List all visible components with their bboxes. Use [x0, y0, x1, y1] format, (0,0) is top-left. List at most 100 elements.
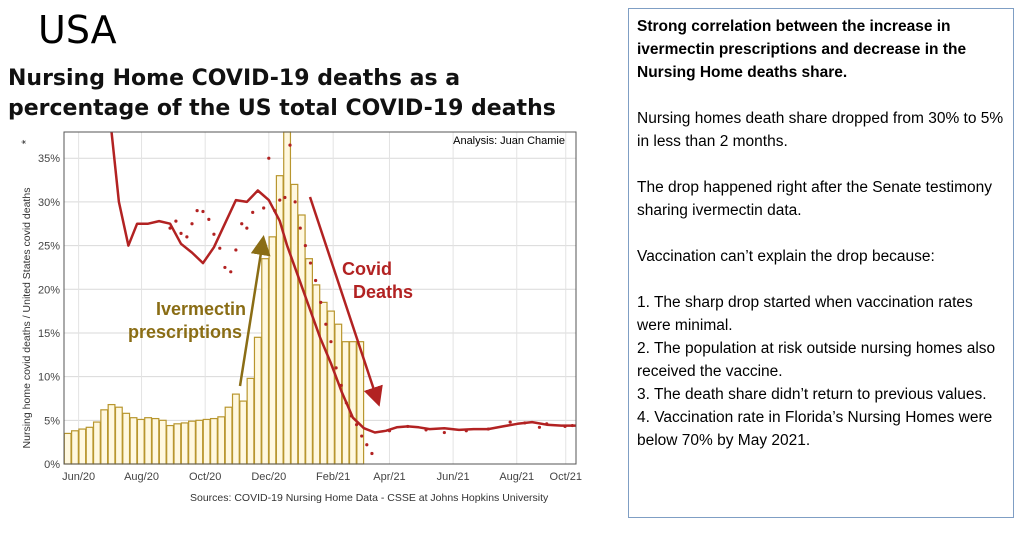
death-share-point — [329, 340, 333, 344]
chart-title: Nursing Home COVID-19 deaths as a percen… — [8, 66, 556, 121]
ivermectin-bar — [283, 131, 292, 465]
ivermectin-bar — [268, 236, 277, 465]
commentary-paragraph: Nursing homes death share dropped from 3… — [637, 110, 1004, 150]
ivermectin-bar — [253, 336, 262, 465]
death-share-point — [278, 198, 282, 202]
death-share-point — [298, 226, 302, 230]
death-share-point — [303, 243, 307, 248]
ivermectin-bar — [231, 393, 240, 465]
death-share-point — [229, 270, 233, 274]
annotation-ivermectin: Ivermectin — [156, 299, 246, 319]
ivermectin-bar — [71, 430, 79, 465]
ivermectin-bar — [356, 341, 365, 465]
ivermectin-bar — [327, 310, 335, 465]
y-tick-label: 20% — [38, 284, 60, 296]
annotation-prescriptions: prescriptions — [128, 322, 242, 342]
death-share-point — [360, 434, 364, 438]
ivermectin-bar — [180, 422, 189, 465]
y-axis-label-marker: * — [19, 139, 33, 144]
ivermectin-bar — [158, 419, 167, 465]
annotation-deaths: Deaths — [353, 282, 413, 302]
country-heading: USA — [38, 8, 117, 52]
reason-item: 4. Vaccination rate in Florida’s Nursing… — [637, 409, 993, 449]
ivermectin-bar — [217, 416, 226, 465]
reason-item: 2. The population at risk outside nursin… — [637, 340, 996, 380]
ivermectin-bar — [348, 341, 357, 465]
analysis-label: Analysis: Juan Chamie — [453, 135, 565, 147]
y-tick-label: 15% — [38, 328, 60, 340]
y-tick-label: 10% — [38, 372, 60, 384]
x-tick-label: Oct/21 — [550, 471, 582, 483]
covid-deaths-line — [110, 131, 576, 434]
death-share-point — [324, 322, 328, 326]
y-tick-label: 35% — [38, 153, 60, 165]
ivermectin-bar — [100, 409, 109, 465]
death-share-point — [267, 156, 271, 160]
death-share-point — [234, 248, 238, 252]
source-note: Sources: COVID-19 Nursing Home Data - CS… — [190, 492, 549, 504]
death-share-point — [218, 246, 222, 250]
death-share-point — [334, 366, 338, 370]
death-share-point — [365, 443, 369, 447]
chart: 0% 5% 10% 15% 20% 25% 30% 35% Jun/20 Aug/20 Oct/20… — [19, 131, 582, 483]
deaths-arrow — [308, 196, 383, 407]
plot-frame — [63, 131, 577, 465]
death-share-point — [251, 210, 255, 214]
death-share-point — [262, 206, 266, 210]
ivermectin-bar — [334, 323, 343, 465]
death-share-point — [283, 195, 287, 200]
ivermectin-bar — [188, 420, 196, 465]
death-share-point — [207, 217, 211, 221]
x-tick-label: Dec/20 — [251, 471, 286, 483]
death-share-point — [319, 300, 323, 304]
commentary-box: Strong correlation between the increase … — [628, 8, 1014, 518]
death-share-point — [212, 232, 216, 236]
commentary-paragraph: The drop happened right after the Senate… — [637, 179, 993, 219]
y-tick-label: 25% — [38, 241, 60, 253]
death-share-point — [442, 430, 446, 435]
ivermectin-bar — [151, 417, 160, 465]
death-share-point — [288, 143, 292, 147]
ivermectin-bar — [195, 419, 204, 465]
x-tick-label: Aug/20 — [124, 471, 159, 483]
ivermectin-bar — [297, 214, 306, 465]
death-share-point — [179, 231, 183, 235]
death-share-point — [370, 451, 374, 456]
death-share-point — [201, 209, 205, 214]
death-share-point — [245, 226, 249, 230]
death-share-point — [308, 261, 313, 265]
ivermectin-bar — [122, 412, 131, 465]
x-tick-label: Apr/21 — [373, 471, 405, 483]
ivermectin-bar — [78, 428, 87, 465]
ivermectin-bar — [166, 424, 175, 465]
ivermectin-bar — [136, 418, 145, 465]
death-share-point — [223, 265, 227, 270]
death-share-point — [195, 209, 199, 213]
x-tick-label: Oct/20 — [189, 471, 221, 483]
ivermectin-bar — [319, 301, 328, 465]
annotation-covid: Covid — [342, 259, 392, 279]
ivermectin-bar — [144, 417, 153, 465]
y-tick-label: 5% — [44, 415, 60, 427]
y-tick-label: 30% — [38, 197, 60, 209]
ivermectin-bar — [224, 406, 233, 465]
ivermectin-bar — [92, 421, 101, 465]
death-share-point — [354, 423, 359, 427]
reason-item: 1. The sharp drop started when vaccinati… — [637, 294, 973, 334]
ivermectin-bar — [246, 377, 255, 465]
death-share-point — [537, 425, 542, 429]
ivermectin-bar — [85, 426, 94, 465]
ivermectin-bar — [129, 417, 138, 465]
commentary-lead: Strong correlation between the increase … — [637, 18, 967, 81]
reason-item: 3. The death share didn’t return to prev… — [637, 386, 987, 403]
ivermectin-bar — [290, 183, 299, 465]
ivermectin-bar — [107, 403, 116, 465]
ivermectin-bar — [312, 284, 321, 465]
ivermectin-arrow — [238, 235, 271, 387]
x-tick-label: Jun/20 — [62, 471, 95, 483]
death-share-point — [190, 222, 194, 226]
death-share-point — [314, 278, 318, 283]
death-share-point — [508, 420, 512, 424]
ivermectin-bar — [239, 400, 248, 465]
ivermectin-bars — [63, 131, 365, 465]
